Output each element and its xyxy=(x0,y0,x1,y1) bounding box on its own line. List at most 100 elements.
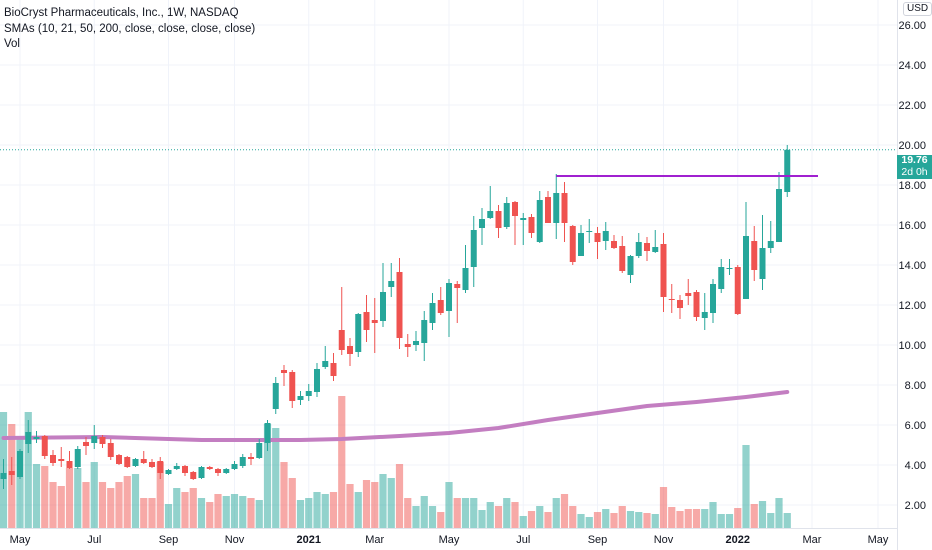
volume-bar xyxy=(305,498,313,528)
volume-bar xyxy=(478,510,486,528)
candle-down xyxy=(693,292,700,317)
volume-bar xyxy=(247,498,255,528)
symbol-title[interactable]: BioCryst Pharmaceuticals, Inc., 1W, NASD… xyxy=(4,7,239,19)
candle-down xyxy=(677,300,683,308)
volume-bar xyxy=(32,464,41,528)
volume-bar xyxy=(387,478,395,528)
candle-down xyxy=(116,455,122,464)
price-axis-label: 8.00 xyxy=(905,380,926,392)
volume-bar xyxy=(90,462,98,528)
volume-bar xyxy=(494,506,503,528)
candle-up xyxy=(784,149,791,192)
candle-up xyxy=(380,292,386,321)
volume-bar xyxy=(222,496,230,528)
time-axis-label: Mar xyxy=(803,534,822,546)
volume-bar xyxy=(206,502,214,528)
volume-bar xyxy=(569,506,577,528)
candle-up xyxy=(388,281,395,287)
candle-down xyxy=(289,372,296,401)
candle-down xyxy=(107,443,114,457)
volume-bar xyxy=(420,496,428,528)
candle-down xyxy=(248,457,254,459)
candle-down xyxy=(190,472,197,479)
volume-bar xyxy=(437,512,445,528)
volume-bar xyxy=(98,482,107,528)
candle-down xyxy=(528,217,535,233)
candle-down xyxy=(8,471,15,475)
candle-up xyxy=(272,383,279,409)
candle-down xyxy=(58,459,65,461)
volume-bar xyxy=(16,436,24,528)
candle-down xyxy=(124,457,131,467)
bar-countdown: 2d 0h xyxy=(901,165,928,178)
volume-bar xyxy=(148,498,156,528)
candle-up xyxy=(297,396,304,400)
candle-up xyxy=(429,303,436,323)
volume-bar xyxy=(107,488,115,528)
price-axis-label: 2.00 xyxy=(905,500,926,512)
volume-bar xyxy=(470,498,478,528)
candle-down xyxy=(157,461,164,473)
candle-up xyxy=(0,473,7,479)
candlesticks xyxy=(0,145,791,489)
candle-up xyxy=(231,464,238,469)
volume-bar xyxy=(362,480,371,528)
time-axis-label: Sep xyxy=(588,534,608,546)
candle-up xyxy=(652,247,659,252)
volume-bar xyxy=(618,506,626,528)
volume-bar xyxy=(280,462,288,528)
price-axis[interactable]: 26.00 24.00 22.00 20.00 18.00 16.00 14.00 12.00… xyxy=(898,20,926,512)
volume-bar xyxy=(519,516,527,528)
volume-bar xyxy=(783,513,791,528)
volume-bar xyxy=(486,502,494,528)
candle-up xyxy=(701,312,708,318)
volume-bar xyxy=(511,502,519,528)
candle-down xyxy=(512,202,518,216)
candle-up xyxy=(33,437,40,439)
candle-down xyxy=(569,226,576,262)
time-axis-label: Nov xyxy=(654,534,674,546)
volume-bar xyxy=(775,498,783,528)
price-axis-label: 4.00 xyxy=(905,460,926,472)
volume-bar xyxy=(767,513,775,528)
candle-down xyxy=(454,284,461,288)
volume-bar xyxy=(371,482,379,528)
candle-up xyxy=(413,341,419,345)
candle-up xyxy=(767,241,774,248)
time-axis-label: Sep xyxy=(159,534,179,546)
last-price-label: 19.76 2d 0h xyxy=(897,154,932,179)
volume-indicator-label[interactable]: Vol xyxy=(4,38,20,50)
volume-bar xyxy=(338,396,346,528)
sma-indicator-label[interactable]: SMAs (10, 21, 50, 200, close, close, clo… xyxy=(4,22,256,35)
candle-up xyxy=(305,391,312,396)
volume-bar xyxy=(527,511,536,528)
candle-up xyxy=(25,432,32,444)
candle-up xyxy=(256,443,263,458)
overlays xyxy=(0,149,897,177)
time-axis-label: May xyxy=(439,534,460,546)
candle-down xyxy=(594,233,601,242)
volume-bar xyxy=(503,498,511,528)
time-axis-label: Nov xyxy=(225,534,245,546)
volume-bar xyxy=(717,514,725,528)
volume-bar xyxy=(536,506,544,528)
candle-up xyxy=(165,470,172,474)
candle-up xyxy=(479,219,485,228)
currency-badge[interactable]: USD xyxy=(903,2,932,16)
candle-up xyxy=(198,467,205,478)
candle-down xyxy=(611,241,617,248)
price-axis-label: 6.00 xyxy=(905,420,926,432)
candle-down xyxy=(215,469,221,473)
candle-down xyxy=(330,363,337,376)
candle-down xyxy=(363,312,370,330)
candle-up xyxy=(553,193,560,223)
volume-bar xyxy=(74,468,82,528)
time-axis-label: May xyxy=(868,534,889,546)
volume-bar xyxy=(461,498,470,528)
candle-down xyxy=(668,299,675,300)
time-axis[interactable]: May Jul Sep Nov 2021 Mar May Jul Sep Nov 2022 Mar Ma… xyxy=(10,534,889,546)
candle-up xyxy=(239,457,246,466)
candle-down xyxy=(281,370,287,373)
volume-bar xyxy=(214,494,222,528)
